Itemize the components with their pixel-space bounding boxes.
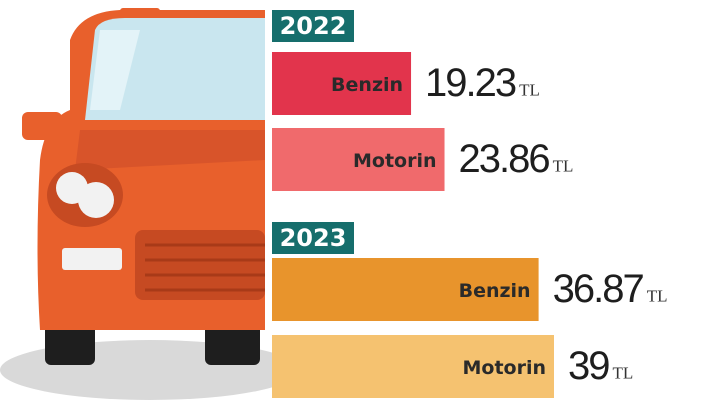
year-label: 2023	[280, 224, 347, 252]
bar-category: Motorin	[462, 357, 546, 379]
chart: 2022Benzin19.23TLMotorin23.86TL2023Benzi…	[0, 0, 718, 414]
value-unit: TL	[553, 156, 574, 175]
value-label: 39	[568, 344, 609, 388]
bar-category: Motorin	[353, 150, 437, 172]
value-label: 36.87	[553, 267, 644, 311]
year-label: 2022	[280, 12, 347, 40]
value-label: 19.23	[425, 61, 516, 105]
bar-category: Benzin	[331, 74, 403, 96]
value-label: 23.86	[459, 137, 550, 181]
bar-category: Benzin	[459, 280, 531, 302]
value-unit: TL	[613, 363, 634, 382]
value-unit: TL	[519, 80, 540, 99]
value-unit: TL	[647, 286, 668, 305]
